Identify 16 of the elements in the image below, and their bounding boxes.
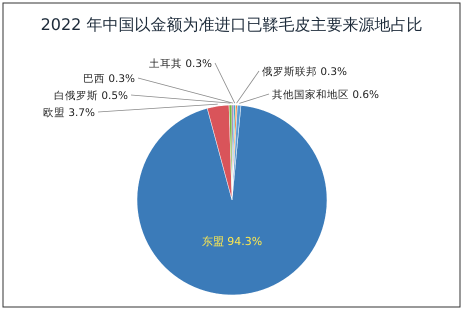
data-label: 0.3%: [320, 66, 348, 78]
chart-title: 2022 年中国以金额为准进口已鞣毛皮主要来源地占比: [40, 15, 422, 34]
data-label: 3.7%: [68, 107, 96, 119]
slice-label: 欧盟: [42, 107, 65, 119]
data-label: 0.6%: [352, 89, 380, 101]
data-label: 0.3%: [108, 73, 136, 85]
slice-label: 俄罗斯联邦: [262, 66, 317, 78]
data-label: 0.5%: [101, 90, 128, 102]
slice-label: 白俄罗斯: [54, 90, 98, 102]
slice-label: 其他国家和地区: [272, 89, 349, 101]
pie-slice: [136, 105, 328, 296]
slice-label: 东盟: [202, 235, 224, 248]
data-label: 0.3%: [185, 58, 212, 70]
data-label: 94.3%: [227, 235, 262, 248]
slice-label: 巴西: [82, 73, 105, 85]
slice-label: 土耳其: [148, 58, 182, 70]
